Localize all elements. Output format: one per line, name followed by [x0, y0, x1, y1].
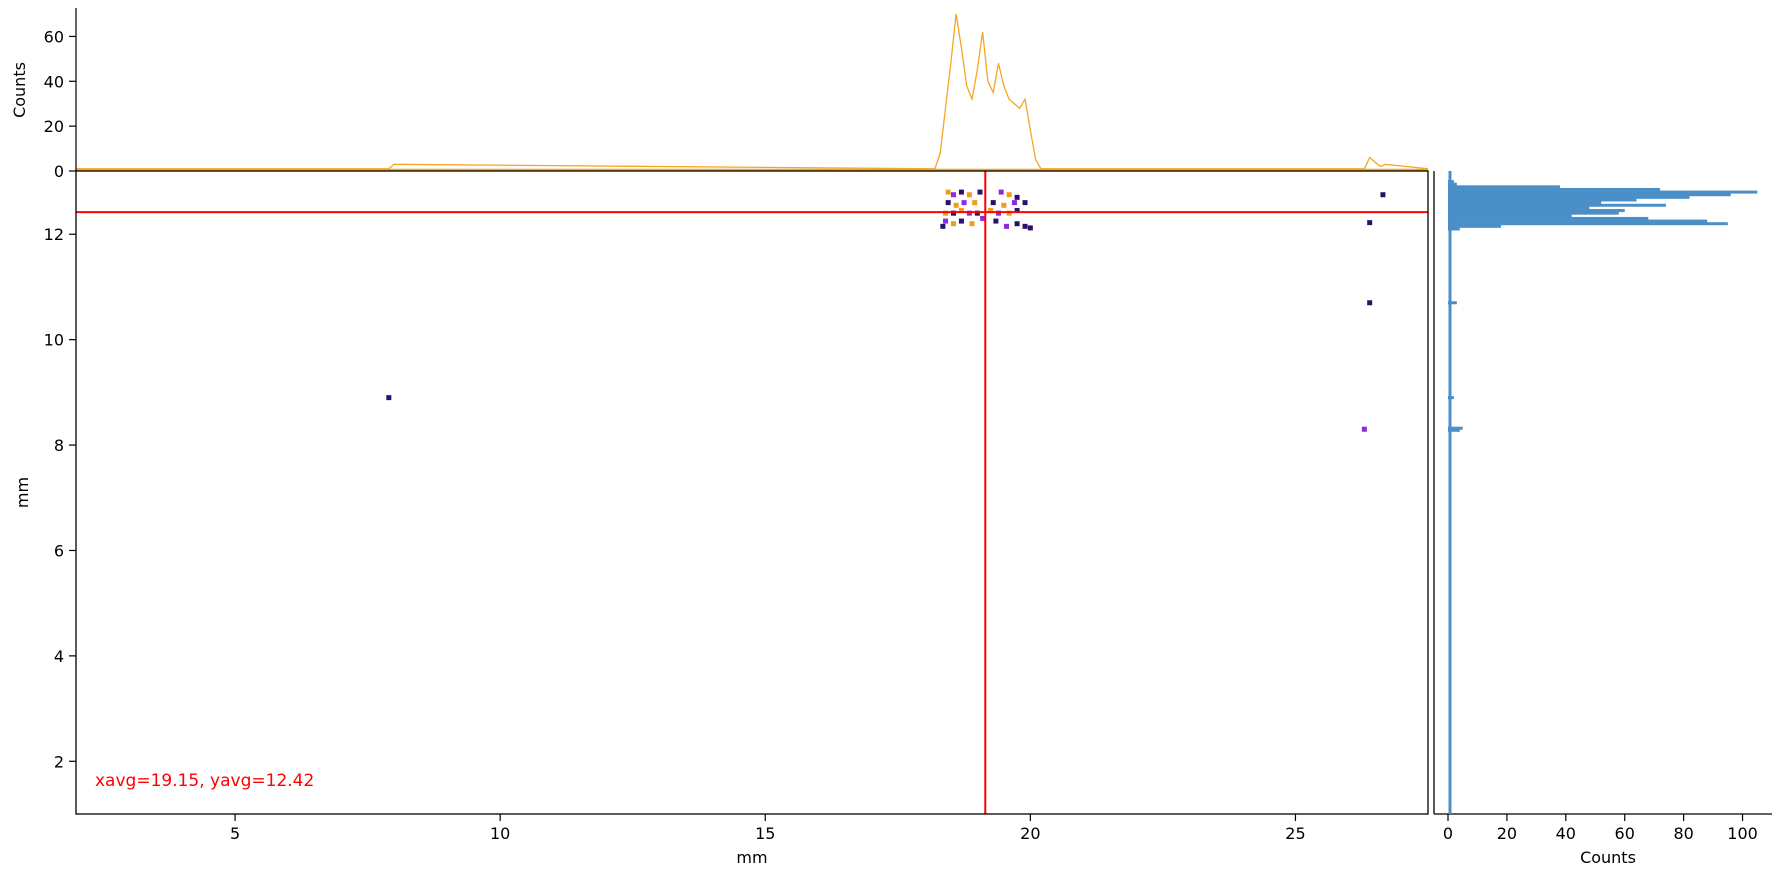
right-histogram-bar [1448, 426, 1463, 430]
image-pixel [1003, 223, 1009, 229]
top-y-tick-label: 60 [44, 27, 64, 46]
image-pixel [958, 218, 964, 224]
image-pixel [969, 221, 975, 227]
right-histogram-bar [1448, 219, 1708, 223]
right-histogram-bar [1448, 211, 1619, 215]
image-pixel [998, 189, 1004, 195]
right-histogram-bar [1448, 301, 1457, 305]
image-pixel [977, 189, 983, 195]
main-image-panel: 5 10 15 20 25 mm 2 4 6 8 10 12 mm [13, 170, 1429, 867]
right-x-tick-label: 0 [1443, 824, 1453, 843]
image-pixel [1014, 194, 1020, 200]
top-y-axis-label: Counts [10, 62, 29, 118]
right-histogram-bar [1448, 209, 1625, 213]
right-histogram-bar [1448, 182, 1457, 186]
main-plot-frame [75, 170, 1429, 815]
right-x-tick-label: 40 [1556, 824, 1576, 843]
top-y-tick-label: 20 [44, 117, 64, 136]
right-histogram-bar [1448, 198, 1637, 202]
image-pixel [1014, 221, 1020, 227]
image-pixel [950, 210, 956, 216]
image-pixel [945, 189, 951, 195]
right-histogram-bar [1448, 216, 1649, 220]
y-tick-label: 8 [54, 436, 64, 455]
image-pixel [943, 218, 949, 224]
image-pixel [988, 208, 994, 214]
image-pixel [972, 200, 978, 206]
right-histogram-bar [1448, 224, 1502, 228]
image-pixel [940, 223, 946, 229]
right-histogram-bar [1448, 428, 1460, 432]
image-pixel [386, 395, 392, 401]
image-pixel [953, 202, 959, 208]
right-histogram-bar [1448, 195, 1690, 199]
x-tick-label: 20 [1020, 824, 1040, 843]
centroid-annotation: xavg=19.15, yavg=12.42 [95, 771, 314, 791]
image-pixel [958, 189, 964, 195]
right-histogram-bar [1448, 190, 1758, 194]
top-y-tick-label: 40 [44, 72, 64, 91]
image-pixel [1001, 202, 1007, 208]
right-histogram-bar [1448, 214, 1572, 218]
image-pixel [1014, 208, 1020, 214]
image-pixel [945, 200, 951, 206]
right-histogram-panel: 0 20 40 60 80 100 Counts [1433, 171, 1772, 867]
image-pixel [943, 210, 949, 216]
image-pixel [966, 192, 972, 198]
right-x-axis-label: Counts [1580, 848, 1636, 867]
x-tick-label: 25 [1285, 824, 1305, 843]
right-histogram-bar [1448, 396, 1454, 400]
right-histogram-bar [1448, 185, 1560, 189]
right-x-tick-label: 100 [1727, 824, 1758, 843]
y-tick-label: 12 [44, 225, 64, 244]
image-pixel [1380, 192, 1386, 198]
image-pixel [1027, 225, 1033, 231]
right-histogram-bar [1448, 206, 1590, 210]
right-x-tick-label: 60 [1615, 824, 1635, 843]
image-pixel [980, 215, 986, 221]
y-axis-label: mm [13, 477, 32, 508]
image-pixel [961, 200, 967, 206]
right-x-tick-label: 80 [1673, 824, 1693, 843]
top-histogram-line [76, 13, 1429, 170]
right-x-tick-label: 20 [1497, 824, 1517, 843]
image-pixel [1011, 200, 1017, 206]
x-axis-label: mm [736, 848, 767, 867]
image-pixel [1006, 210, 1012, 216]
x-tick-label: 15 [755, 824, 775, 843]
x-tick-label: 5 [230, 824, 240, 843]
right-histogram-bar [1448, 187, 1661, 191]
image-pixel [950, 221, 956, 227]
image-pixel [1367, 300, 1373, 306]
image-pixel [1022, 200, 1028, 206]
right-histogram-bar [1448, 180, 1454, 184]
image-pixel [1361, 426, 1367, 432]
image-pixel [974, 210, 980, 216]
right-histogram-bar [1448, 203, 1666, 207]
image-pixel [958, 208, 964, 214]
y-tick-label: 6 [54, 541, 64, 560]
right-histogram-bar [1448, 227, 1460, 231]
y-tick-label: 2 [54, 752, 64, 771]
right-histogram-bar [1448, 193, 1731, 197]
right-histogram-bar [1448, 222, 1728, 226]
image-pixel [990, 200, 996, 206]
image-pixel [996, 210, 1002, 216]
image-pixel [1022, 223, 1028, 229]
top-y-tick-label: 0 [54, 162, 64, 181]
image-pixel [950, 192, 956, 198]
x-tick-label: 10 [490, 824, 510, 843]
y-tick-label: 10 [44, 331, 64, 350]
image-pixel [1367, 220, 1373, 226]
image-pixel [966, 210, 972, 216]
top-histogram-panel: 0 20 40 60 Counts [10, 8, 1429, 181]
image-pixel [1006, 192, 1012, 198]
image-pixel [993, 218, 999, 224]
y-tick-label: 4 [54, 647, 64, 666]
right-histogram-bar [1448, 201, 1602, 205]
main-plot-area [76, 171, 1428, 814]
